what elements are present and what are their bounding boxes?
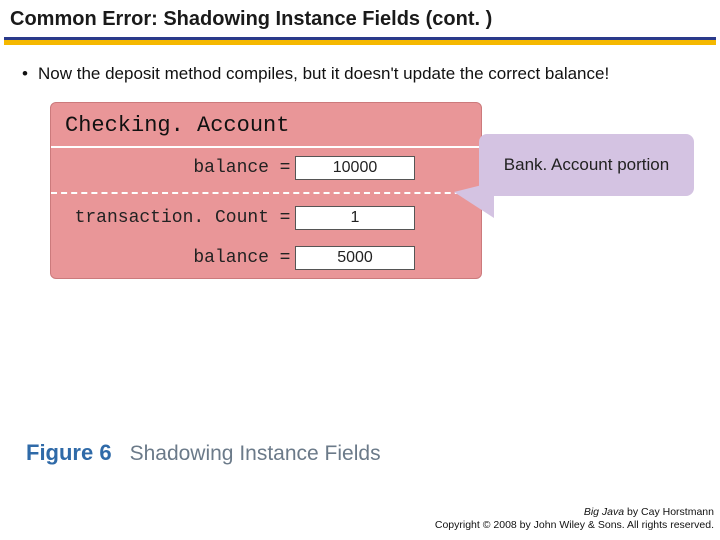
footer-author: by Cay Horstmann — [624, 506, 714, 518]
bullet-row: • Now the deposit method compiles, but i… — [0, 57, 720, 100]
footer-line1: Big Java by Cay Horstmann — [435, 506, 714, 519]
equals-sign: = — [275, 208, 295, 228]
bullet-text: Now the deposit method compiles, but it … — [38, 63, 609, 86]
field-label: transaction. Count — [65, 208, 275, 228]
figure-caption: Figure 6 Shadowing Instance Fields — [26, 440, 381, 466]
equals-sign: = — [275, 248, 295, 268]
figure-text: Shadowing Instance Fields — [130, 442, 381, 466]
annotation-bubble: Bank. Account portion — [479, 134, 694, 196]
title-underline-yellow — [4, 40, 716, 45]
box-bottom-section: transaction. Count = 1 balance = 5000 — [51, 198, 481, 278]
dashed-divider — [51, 192, 481, 194]
bullet-dot-icon: • — [22, 63, 38, 86]
slide-title: Common Error: Shadowing Instance Fields … — [0, 0, 720, 37]
field-value: 10000 — [295, 156, 415, 180]
field-row-balance-top: balance = 10000 — [51, 148, 481, 188]
field-row-transaction-count: transaction. Count = 1 — [51, 198, 481, 238]
field-label: balance — [65, 158, 275, 178]
footer-credit: Big Java by Cay Horstmann Copyright © 20… — [435, 506, 714, 532]
field-value: 5000 — [295, 246, 415, 270]
box-top-section: balance = 10000 — [51, 148, 481, 188]
footer-book-title: Big Java — [584, 506, 624, 518]
field-row-balance-bottom: balance = 5000 — [51, 238, 481, 278]
box-header: Checking. Account — [51, 103, 481, 148]
field-value: 1 — [295, 206, 415, 230]
object-box: Checking. Account balance = 10000 transa… — [50, 102, 482, 279]
equals-sign: = — [275, 158, 295, 178]
figure-number: Figure 6 — [26, 440, 112, 466]
diagram-area: Checking. Account balance = 10000 transa… — [24, 102, 664, 362]
footer-line2: Copyright © 2008 by John Wiley & Sons. A… — [435, 519, 714, 532]
field-label: balance — [65, 248, 275, 268]
